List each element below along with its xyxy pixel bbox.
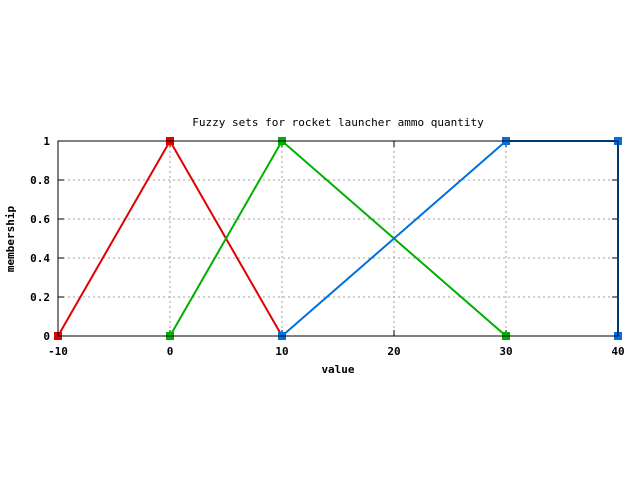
y-tick-label: 0.4: [30, 252, 50, 265]
x-axis-label: value: [321, 363, 354, 376]
x-tick-label: 30: [499, 345, 512, 358]
x-tick-label: 10: [275, 345, 288, 358]
x-tick-label: 0: [167, 345, 174, 358]
chart-title: Fuzzy sets for rocket launcher ammo quan…: [192, 116, 484, 129]
x-tick-label: -10: [48, 345, 68, 358]
y-tick-label: 0.2: [30, 291, 50, 304]
x-tick-label: 40: [611, 345, 624, 358]
tick-labels: -10 0 10 20 30 40 0 0.2 0.4 0.6 0.8 1: [30, 135, 625, 358]
plot-frame: [57, 140, 619, 337]
y-tick-label: 0: [43, 330, 50, 343]
y-tick-label: 0.8: [30, 174, 50, 187]
grid: [58, 141, 618, 336]
y-axis-label: membership: [4, 206, 17, 273]
y-tick-label: 0.6: [30, 213, 50, 226]
x-tick-label: 20: [387, 345, 400, 358]
y-tick-label: 1: [43, 135, 50, 148]
